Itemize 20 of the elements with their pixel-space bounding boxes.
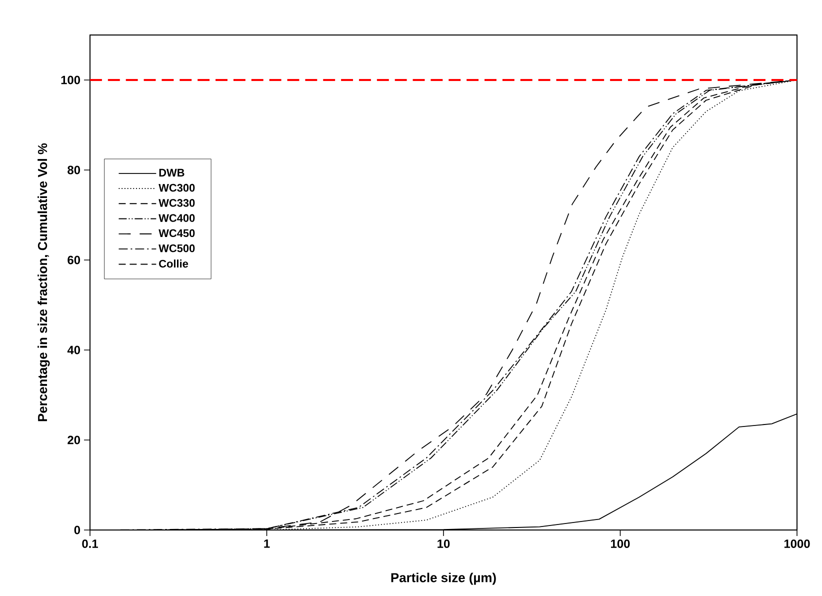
y-tick-label: 100 <box>61 76 80 84</box>
y-tick-label: 40 <box>67 346 80 354</box>
x-tick-label: 0.1 <box>82 540 98 548</box>
y-tick-label: 80 <box>68 166 80 174</box>
legend-label: WC300 <box>158 184 195 192</box>
x-tick-label: 100 <box>611 540 630 548</box>
y-tick-label: 60 <box>68 256 80 264</box>
legend-label: DWB <box>159 168 184 176</box>
legend-label: WC500 <box>158 244 195 252</box>
legend-label: WC330 <box>158 199 195 207</box>
legend-label: Collie <box>159 260 188 268</box>
legend-label: WC400 <box>158 214 195 222</box>
x-tick-label: 1 <box>264 540 270 548</box>
legend-label: WC450 <box>158 229 195 238</box>
x-axis-title: Particle size (µm) <box>391 572 496 585</box>
y-tick-label: 0 <box>74 526 80 534</box>
x-tick-label: 10 <box>438 540 450 548</box>
x-tick-label: 1000 <box>784 540 810 548</box>
y-tick-label: 20 <box>68 436 80 444</box>
y-axis-title: Percentage in size fraction, Cumulative Vol % <box>38 143 50 422</box>
